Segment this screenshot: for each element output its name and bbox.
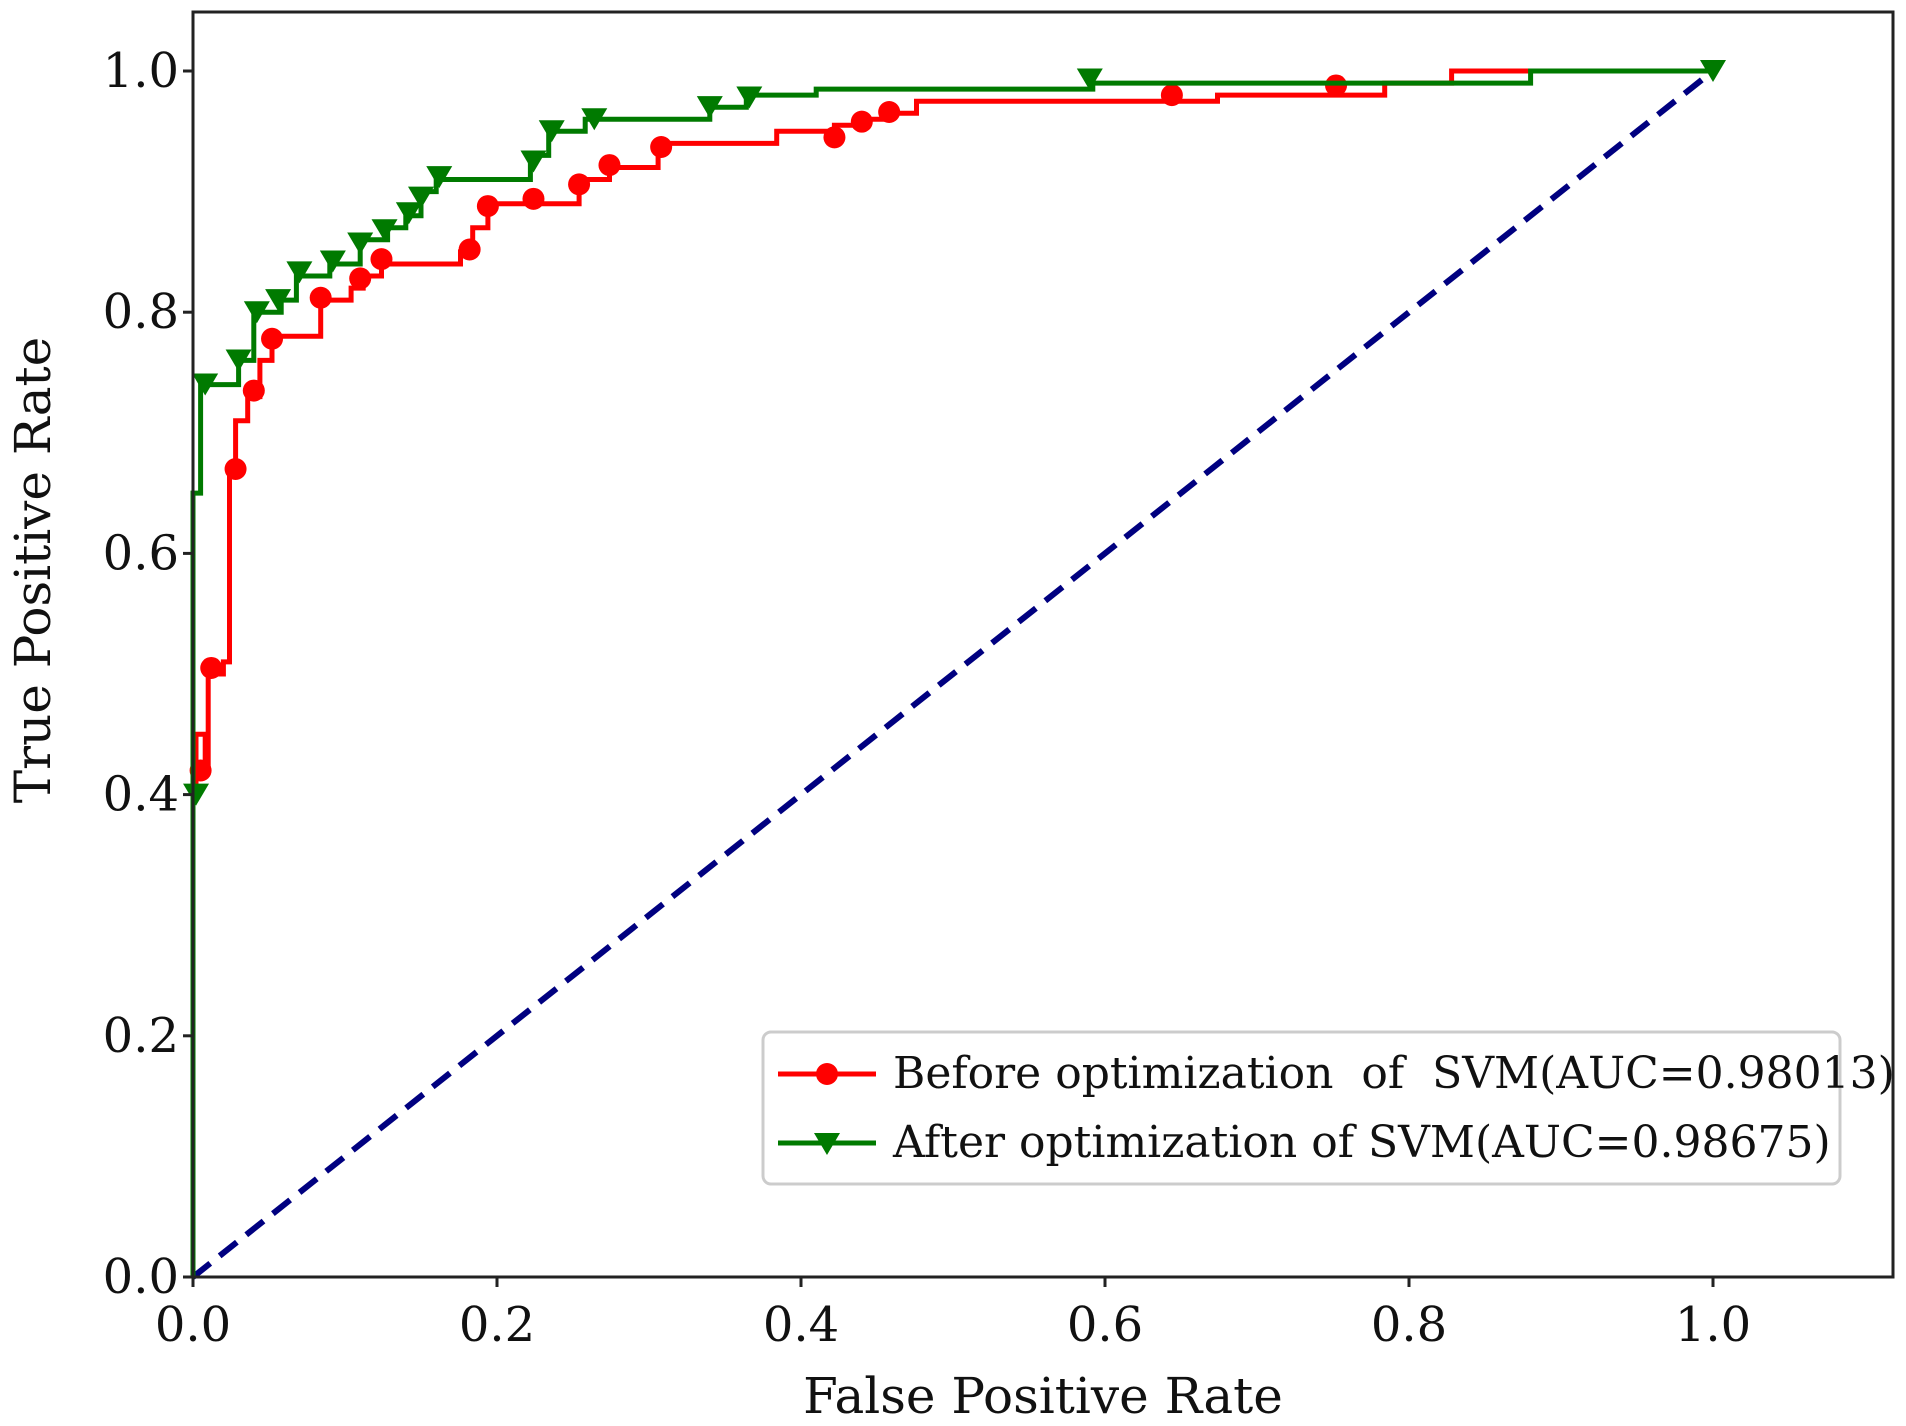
after-marker [426,166,453,189]
after-marker [371,219,398,242]
before-marker [850,110,873,133]
after-marker [581,108,608,131]
y-axis-title: True Positive Rate [4,337,62,803]
before-marker [224,457,247,480]
after-marker [347,232,374,255]
after-marker [696,96,723,119]
before-marker [370,248,393,271]
x-tick-label: 0.6 [1067,1297,1143,1353]
after-marker [183,783,210,806]
y-tick-label: 0.8 [103,284,179,340]
after-marker [520,150,547,173]
after-marker [408,186,434,209]
legend-after-marker [814,1133,840,1155]
before-marker [598,154,621,177]
after-marker [395,202,422,225]
x-axis-title: False Positive Rate [803,1367,1283,1425]
before-marker [878,101,901,124]
after-marker [225,349,252,372]
x-tick-label: 0.4 [763,1297,839,1353]
after-marker [319,250,346,273]
legend-before-marker [816,1063,838,1085]
before-marker [458,238,481,261]
after-marker [1076,68,1103,91]
y-tick-label: 0.6 [103,525,179,581]
before-marker [823,126,846,149]
x-tick-label: 0.8 [1371,1297,1447,1353]
diagonal-reference-line [191,68,1715,1280]
legend-box [761,1030,1842,1186]
after-marker [286,261,313,284]
before-marker [522,187,545,210]
y-axis: 0.0 0.2 0.4 0.6 0.8 1.0 [103,43,193,1305]
legend-before-label: Before optimization of SVM(AUC=0.98013) [893,1048,1895,1099]
y-tick-label: 0.2 [103,1008,179,1064]
plot-frame [191,10,1895,1279]
y-tick-label: 1.0 [103,43,179,99]
before-marker [309,286,332,309]
before-marker [242,379,265,402]
before-marker [568,173,591,196]
after-marker [736,86,763,109]
x-tick-label: 0.0 [155,1297,231,1353]
after-marker [1700,60,1726,82]
after-marker [538,120,565,143]
x-axis: 0.0 0.2 0.4 0.6 0.8 1.0 [155,1277,1751,1353]
before-marker [650,135,673,158]
before-marker [261,327,284,350]
series-layer [183,60,1726,1280]
series-line-1 [190,68,1713,1277]
y-tick-label: 0.0 [103,1249,179,1305]
x-tick-label: 1.0 [1675,1297,1751,1353]
after-marker [243,301,270,324]
y-tick-label: 0.4 [103,767,179,823]
legend-after-label: After optimization of SVM(AUC=0.98675) [892,1117,1831,1168]
legend: Before optimization of SVM(AUC=0.98013) … [761,1030,1895,1186]
before-marker [349,267,372,290]
after-marker [265,289,292,312]
x-tick-label: 0.2 [459,1297,535,1353]
before-marker [200,656,223,679]
before-marker [476,195,499,218]
before-marker [1160,84,1183,107]
after-marker [192,373,219,396]
